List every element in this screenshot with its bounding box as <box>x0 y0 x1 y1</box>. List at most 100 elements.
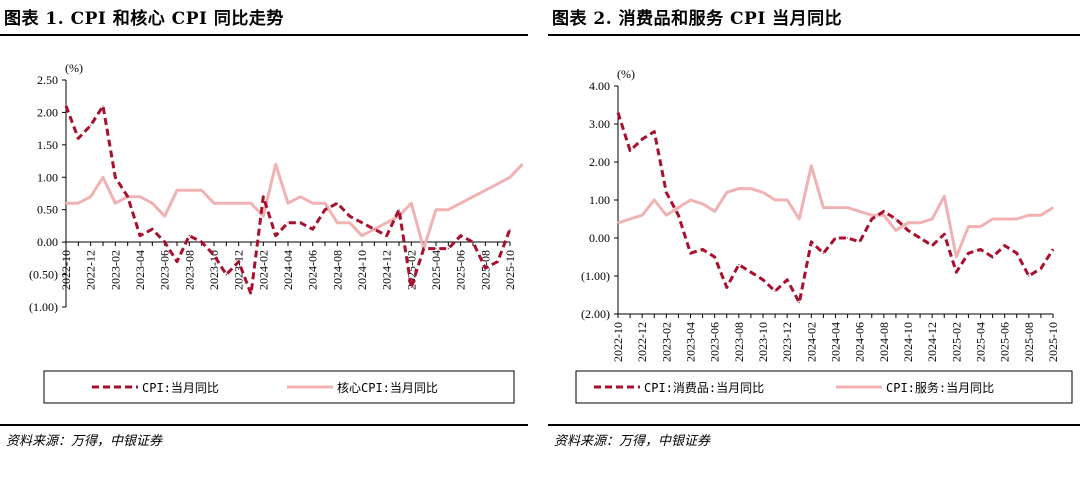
legend-box <box>43 370 515 404</box>
data-point <box>1004 245 1006 247</box>
footer-rule <box>0 424 528 426</box>
data-point <box>361 235 363 237</box>
data-point <box>361 222 363 224</box>
data-point <box>798 302 800 304</box>
data-point <box>629 218 631 220</box>
data-point <box>810 241 812 243</box>
data-point <box>907 222 909 224</box>
data-point <box>689 199 692 201</box>
y-tick-label: 4.00 <box>589 79 610 93</box>
x-tick-label: 2024-10 <box>901 322 915 362</box>
x-tick-label: 2025-06 <box>454 250 468 290</box>
data-point <box>139 235 141 237</box>
source-note: 资料来源：万得，中银证券 <box>6 434 163 449</box>
data-point <box>299 222 301 224</box>
data-point <box>447 248 449 250</box>
x-tick-label: 2022-10 <box>611 322 625 362</box>
y-tick-label: (0.50) <box>29 268 58 282</box>
x-tick-label: 2025-04 <box>429 250 443 290</box>
data-point <box>312 228 314 230</box>
data-point <box>114 176 116 178</box>
x-tick-label: 2023-08 <box>182 250 196 290</box>
data-point <box>895 229 897 231</box>
x-tick-label: 2022-12 <box>84 250 98 290</box>
data-point <box>1040 214 1042 216</box>
data-point <box>750 188 752 190</box>
data-point <box>349 215 351 217</box>
x-tick-label: 2025-08 <box>1022 322 1036 362</box>
x-tick-label: 2024-04 <box>829 322 843 362</box>
data-point <box>472 241 474 243</box>
data-point <box>750 271 752 273</box>
data-point <box>617 112 619 114</box>
data-point <box>90 124 92 126</box>
series-line-1 <box>66 162 524 251</box>
y-tick-label: (1.00) <box>29 300 58 314</box>
x-tick-label: 2025-06 <box>998 322 1012 362</box>
data-point <box>1016 252 1018 254</box>
data-point <box>102 105 104 107</box>
data-point <box>176 189 178 191</box>
data-point <box>943 195 945 197</box>
y-tick-label: 0.50 <box>37 203 58 217</box>
data-point <box>65 202 67 204</box>
data-point <box>919 222 921 224</box>
data-point <box>665 214 667 216</box>
data-point <box>883 214 885 216</box>
y-tick-label: 1.00 <box>589 193 610 207</box>
data-point <box>943 233 945 235</box>
data-point <box>225 202 227 204</box>
data-point <box>979 226 982 228</box>
x-tick-label: 2024-04 <box>281 250 295 290</box>
x-tick-label: 2023-10 <box>207 250 221 290</box>
data-point <box>883 210 885 212</box>
data-point <box>225 273 227 276</box>
data-point <box>484 267 486 269</box>
y-tick-label: 0.00 <box>589 231 610 245</box>
data-point <box>1052 207 1054 209</box>
y-tick-label: 2.00 <box>37 105 58 119</box>
x-tick-label: 2024-08 <box>330 250 344 290</box>
data-point <box>871 214 873 216</box>
data-point <box>250 202 252 204</box>
y-tick-label: 1.00 <box>37 170 58 184</box>
data-point <box>846 207 849 209</box>
data-point <box>324 202 326 204</box>
data-point <box>349 222 351 224</box>
x-tick-label: 2024-06 <box>306 250 320 290</box>
data-point <box>164 241 166 243</box>
data-point <box>762 191 764 193</box>
data-point <box>1028 214 1030 216</box>
data-point <box>641 138 643 140</box>
y-unit-label: (%) <box>65 61 83 75</box>
data-point <box>786 199 788 201</box>
data-point <box>410 286 412 289</box>
data-point <box>287 222 289 224</box>
data-point <box>262 196 264 198</box>
x-tick-label: 2025-10 <box>503 250 517 290</box>
data-point <box>617 222 619 224</box>
data-point <box>967 252 970 254</box>
data-point <box>275 235 277 237</box>
data-point <box>1004 218 1006 220</box>
x-tick-label: 2025-02 <box>949 322 963 362</box>
data-point <box>386 222 388 224</box>
data-point <box>90 196 92 198</box>
data-point <box>1040 267 1042 269</box>
data-point <box>629 150 631 152</box>
data-point <box>665 191 667 193</box>
data-point <box>447 209 449 211</box>
data-point <box>213 202 215 204</box>
data-point <box>77 202 79 204</box>
data-point <box>1028 275 1030 277</box>
data-point <box>398 209 400 211</box>
legend-box <box>575 370 1073 404</box>
data-point <box>460 235 462 237</box>
data-point <box>786 279 788 281</box>
data-point <box>497 261 499 263</box>
data-point <box>991 256 994 258</box>
x-tick-label: 2023-06 <box>708 322 722 362</box>
data-point <box>701 248 704 250</box>
y-tick-label: (2.00) <box>581 307 610 321</box>
data-point <box>701 203 704 205</box>
